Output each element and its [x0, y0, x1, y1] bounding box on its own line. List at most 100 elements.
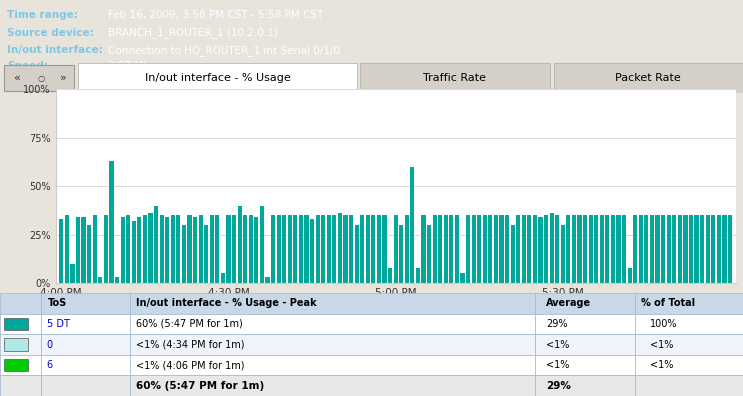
- Bar: [633, 215, 637, 283]
- Text: Average: Average: [546, 298, 591, 308]
- Bar: [41, 293, 130, 314]
- Bar: [505, 215, 509, 283]
- Bar: [488, 215, 493, 283]
- Text: 100%: 100%: [650, 319, 678, 329]
- Bar: [516, 215, 520, 283]
- Bar: [438, 215, 442, 283]
- Bar: [577, 215, 582, 283]
- Bar: [354, 225, 359, 283]
- Bar: [76, 217, 80, 283]
- Bar: [472, 215, 476, 283]
- Bar: [510, 225, 515, 283]
- Text: ○: ○: [37, 74, 45, 82]
- Bar: [176, 215, 181, 283]
- Text: 29%: 29%: [546, 381, 571, 391]
- Bar: [717, 215, 721, 283]
- Text: In/out interface - % Usage: In/out interface - % Usage: [145, 73, 291, 83]
- Bar: [41, 314, 130, 334]
- Bar: [243, 215, 247, 283]
- Bar: [41, 375, 130, 396]
- Bar: [455, 215, 459, 283]
- Bar: [65, 215, 69, 283]
- Bar: [343, 215, 348, 283]
- Text: Connection to HQ_ROUTER_1 int Serial 0/1/0: Connection to HQ_ROUTER_1 int Serial 0/1…: [108, 45, 340, 56]
- Bar: [550, 213, 554, 283]
- Bar: [383, 215, 386, 283]
- Text: In/out interface:: In/out interface:: [7, 45, 103, 55]
- Bar: [672, 215, 676, 283]
- Bar: [461, 273, 464, 283]
- Bar: [611, 215, 615, 283]
- Text: % of Total: % of Total: [641, 298, 695, 308]
- Bar: [165, 217, 169, 283]
- Text: <1%: <1%: [650, 360, 673, 370]
- Bar: [130, 293, 535, 314]
- Text: »: »: [59, 73, 67, 83]
- Bar: [635, 355, 743, 375]
- Bar: [533, 215, 537, 283]
- Bar: [535, 293, 635, 314]
- Bar: [4, 318, 28, 330]
- Bar: [555, 215, 559, 283]
- Bar: [416, 268, 420, 283]
- Bar: [483, 215, 487, 283]
- Bar: [41, 334, 130, 355]
- Bar: [182, 225, 186, 283]
- Bar: [628, 268, 632, 283]
- Bar: [377, 215, 381, 283]
- Text: Feb 16, 2009, 3:58 PM CST - 5:58 PM CST: Feb 16, 2009, 3:58 PM CST - 5:58 PM CST: [108, 10, 323, 20]
- Bar: [535, 355, 635, 375]
- Bar: [544, 215, 548, 283]
- Bar: [130, 355, 535, 375]
- Bar: [126, 215, 130, 283]
- Bar: [535, 375, 635, 396]
- Bar: [78, 63, 357, 93]
- Bar: [137, 217, 141, 283]
- Bar: [583, 215, 587, 283]
- Bar: [187, 215, 192, 283]
- Bar: [477, 215, 481, 283]
- Bar: [171, 215, 175, 283]
- Bar: [561, 225, 565, 283]
- Text: Packet Rate: Packet Rate: [615, 73, 681, 83]
- Bar: [499, 215, 504, 283]
- Bar: [4, 65, 74, 91]
- Bar: [566, 215, 571, 283]
- Text: <1%: <1%: [546, 360, 569, 370]
- Bar: [271, 215, 275, 283]
- Bar: [684, 215, 687, 283]
- Bar: [661, 215, 665, 283]
- Bar: [366, 215, 370, 283]
- Text: <1%: <1%: [546, 339, 569, 350]
- Bar: [0, 314, 41, 334]
- Bar: [299, 215, 303, 283]
- Bar: [93, 215, 97, 283]
- Bar: [59, 219, 63, 283]
- Bar: [522, 215, 526, 283]
- Bar: [4, 338, 28, 351]
- Bar: [388, 268, 392, 283]
- Bar: [115, 277, 119, 283]
- Bar: [427, 225, 431, 283]
- Bar: [288, 215, 292, 283]
- Bar: [41, 355, 130, 375]
- Text: ToS: ToS: [48, 298, 68, 308]
- Bar: [238, 206, 241, 283]
- Bar: [594, 215, 598, 283]
- Bar: [204, 225, 208, 283]
- Bar: [572, 215, 576, 283]
- Bar: [130, 334, 535, 355]
- Bar: [450, 215, 453, 283]
- Bar: [655, 215, 660, 283]
- Bar: [635, 293, 743, 314]
- Bar: [305, 215, 308, 283]
- Bar: [130, 314, 535, 334]
- Bar: [310, 219, 314, 283]
- Bar: [666, 215, 671, 283]
- Bar: [639, 215, 643, 283]
- Bar: [711, 215, 716, 283]
- Bar: [254, 217, 259, 283]
- Bar: [539, 217, 542, 283]
- Bar: [98, 277, 103, 283]
- Bar: [689, 215, 693, 283]
